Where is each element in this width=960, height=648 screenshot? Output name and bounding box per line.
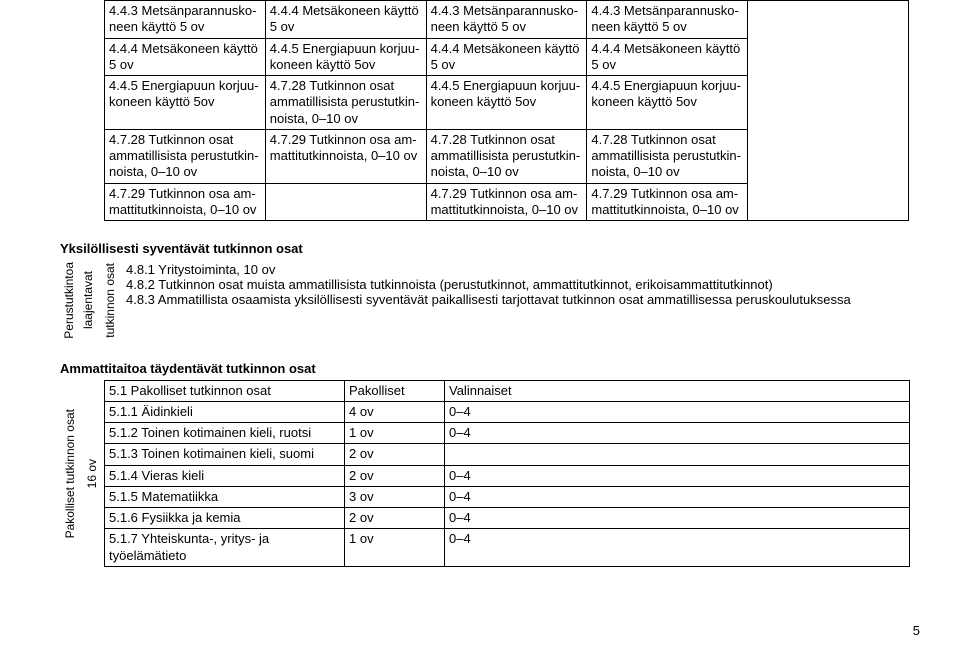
cell: 4.7.28 Tutkinnon osat ammatillisista per…	[426, 129, 587, 183]
line: 4.8.2 Tutkinnon osat muista ammatillisis…	[126, 277, 906, 292]
cell: 4.7.29 Tutkinnon osa am­mattitutkinnoist…	[587, 183, 748, 221]
cell: 0–4	[445, 486, 910, 507]
cell: 0–4	[445, 401, 910, 422]
cell: 0–4	[445, 465, 910, 486]
cell: 4.4.3 Metsänparannusko­neen käyttö 5 ov	[426, 1, 587, 39]
cell: 4.4.4 Metsäkoneen käyttö 5 ov	[265, 1, 426, 39]
cell: 4.7.29 Tutkinnon osa am­mattitutkinnoist…	[426, 183, 587, 221]
vlabel-laajentavat: laajentavat	[82, 269, 95, 331]
line: 4.8.3 Ammatillista osaamista yksilöllise…	[126, 292, 906, 307]
section1-title: Yksilöllisesti syventävät tutkinnon osat	[60, 241, 960, 256]
bottom-table: 5.1 Pakolliset tutkinnon osat Pakolliset…	[104, 380, 910, 567]
cell: 4.7.29 Tutkinnon osa am­mattitutkinnoist…	[105, 183, 266, 221]
row-481: Perustutkintoa laajentavat tutkinnon osa…	[60, 260, 910, 341]
cell: 4.4.5 Energiapuun korjuu­koneen käyttö 5…	[426, 76, 587, 130]
cell: 5.1.3 Toinen kotimainen kieli, suomi	[105, 444, 345, 465]
cell: 5.1.2 Toinen kotimainen kieli, ruotsi	[105, 423, 345, 444]
cell: 3 ov	[345, 486, 445, 507]
cell: 4.7.28 Tutkinnon osat ammatillisista per…	[105, 129, 266, 183]
cell: 4.7.28 Tutkinnon osat ammatillisista per…	[265, 76, 426, 130]
top-table: 4.4.3 Metsänparannusko­neen käyttö 5 ov …	[104, 0, 909, 221]
cell: Valinnaiset	[445, 380, 910, 401]
vlabel-pakolliset: Pakolliset tutkinnon osat	[64, 407, 77, 540]
cell	[748, 1, 909, 221]
cell: 2 ov	[345, 508, 445, 529]
cell: 0–4	[445, 423, 910, 444]
block-481: 4.8.1 Yritystoiminta, 10 ov 4.8.2 Tutkin…	[122, 260, 910, 341]
cell: 5.1.6 Fysiikka ja kemia	[105, 508, 345, 529]
cell: 5.1.1 Äidinkieli	[105, 401, 345, 422]
cell: 4.4.3 Metsänparannusko­neen käyttö 5 ov	[587, 1, 748, 39]
page-number: 5	[913, 623, 920, 638]
cell: 4.7.28 Tutkinnon osat ammatillisista per…	[587, 129, 748, 183]
vlabel-tutkinnon-osat: tutkinnon osat	[104, 261, 117, 340]
cell: 4.4.5 Energiapuun korjuu­koneen käyttö 5…	[265, 38, 426, 76]
cell: 0–4	[445, 508, 910, 529]
section2-title: Ammattitaitoa täydentävät tutkinnon osat	[60, 361, 960, 376]
cell: 5.1.5 Matematiikka	[105, 486, 345, 507]
cell: 4.4.3 Metsänparannusko­neen käyttö 5 ov	[105, 1, 266, 39]
cell: 4.4.4 Metsäkoneen käyttö 5 ov	[105, 38, 266, 76]
cell: 4.4.4 Metsäkoneen käyttö 5 ov	[426, 38, 587, 76]
cell: 2 ov	[345, 444, 445, 465]
cell: 4.7.29 Tutkinnon osa am­mattitutkinnoist…	[265, 129, 426, 183]
line: 4.8.1 Yritystoiminta, 10 ov	[126, 262, 906, 277]
cell: 1 ov	[345, 529, 445, 567]
vlabel-perustutkintoa: Perustutkintoa	[63, 260, 76, 341]
cell: 4.4.4 Metsäkoneen käyttö 5 ov	[587, 38, 748, 76]
cell: 4.4.5 Energiapuun korjuu­koneen käyttö 5…	[587, 76, 748, 130]
cell: 0–4	[445, 529, 910, 567]
vlabel-16ov: 16 ov	[86, 457, 99, 490]
cell	[445, 444, 910, 465]
cell: 5.1.4 Vieras kieli	[105, 465, 345, 486]
cell: 5.1.7 Yhteiskunta-, yritys- ja työelämät…	[105, 529, 345, 567]
cell	[265, 183, 426, 221]
cell: 5.1 Pakolliset tutkinnon osat	[105, 380, 345, 401]
cell: 4.4.5 Energiapuun korjuu­koneen käyttö 5…	[105, 76, 266, 130]
cell: Pakolliset	[345, 380, 445, 401]
cell: 1 ov	[345, 423, 445, 444]
cell: 4 ov	[345, 401, 445, 422]
cell: 2 ov	[345, 465, 445, 486]
